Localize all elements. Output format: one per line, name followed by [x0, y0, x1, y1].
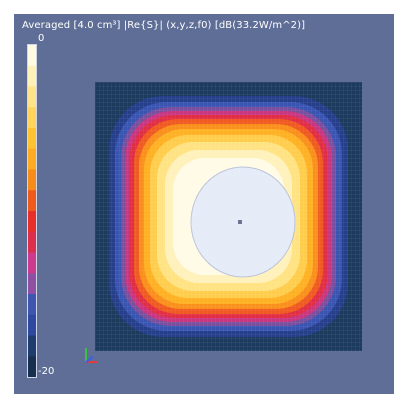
colorbar-level — [28, 314, 36, 336]
colorbar-level — [28, 107, 36, 129]
colorbar-level — [28, 231, 36, 253]
colorbar-level — [28, 273, 36, 295]
colorbar-level — [28, 252, 36, 274]
xyz-axes-icon — [80, 342, 110, 366]
colorbar-level — [28, 294, 36, 316]
field-map[interactable] — [95, 82, 362, 351]
colorbar-level — [28, 45, 36, 67]
colorbar — [27, 44, 37, 378]
colorbar-level — [28, 65, 36, 87]
colorbar-level — [28, 356, 36, 378]
colorbar-level — [28, 86, 36, 108]
colorbar-level — [28, 148, 36, 170]
colorbar-min-label: -20 — [38, 366, 55, 377]
colorbar-level — [28, 211, 36, 233]
sar-viewer: Averaged [4.0 cm³] |Re{S}| (x,y,z,f0) [d… — [14, 14, 394, 394]
colorbar-level — [28, 128, 36, 150]
colorbar-scale — [28, 45, 36, 378]
colorbar-max-label: 0 — [38, 33, 45, 44]
peak-marker[interactable] — [238, 220, 242, 224]
colorbar-level — [28, 190, 36, 212]
colorbar-level — [28, 335, 36, 357]
field-distribution-plot[interactable] — [95, 82, 362, 351]
mesh-grid — [95, 82, 362, 351]
viewport-title: Averaged [4.0 cm³] |Re{S}| (x,y,z,f0) [d… — [22, 20, 306, 31]
colorbar-level — [28, 169, 36, 191]
